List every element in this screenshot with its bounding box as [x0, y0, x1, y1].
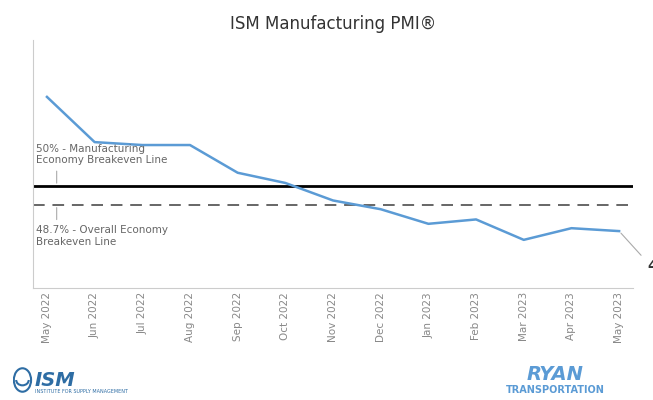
Text: TRANSPORTATION: TRANSPORTATION	[505, 385, 605, 394]
Text: 50% - Manufacturing
Economy Breakeven Line: 50% - Manufacturing Economy Breakeven Li…	[36, 144, 167, 166]
Text: RYAN: RYAN	[526, 365, 584, 384]
Text: ISM: ISM	[35, 370, 76, 390]
Text: 46.9%: 46.9%	[648, 259, 653, 273]
Text: INSTITUTE FOR SUPPLY MANAGEMENT: INSTITUTE FOR SUPPLY MANAGEMENT	[35, 389, 128, 394]
Title: ISM Manufacturing PMI®: ISM Manufacturing PMI®	[230, 15, 436, 33]
Text: 48.7% - Overall Economy
Breakeven Line: 48.7% - Overall Economy Breakeven Line	[36, 225, 168, 247]
